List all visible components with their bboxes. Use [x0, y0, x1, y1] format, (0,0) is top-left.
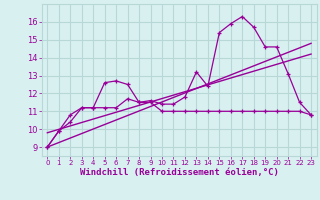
- X-axis label: Windchill (Refroidissement éolien,°C): Windchill (Refroidissement éolien,°C): [80, 168, 279, 177]
